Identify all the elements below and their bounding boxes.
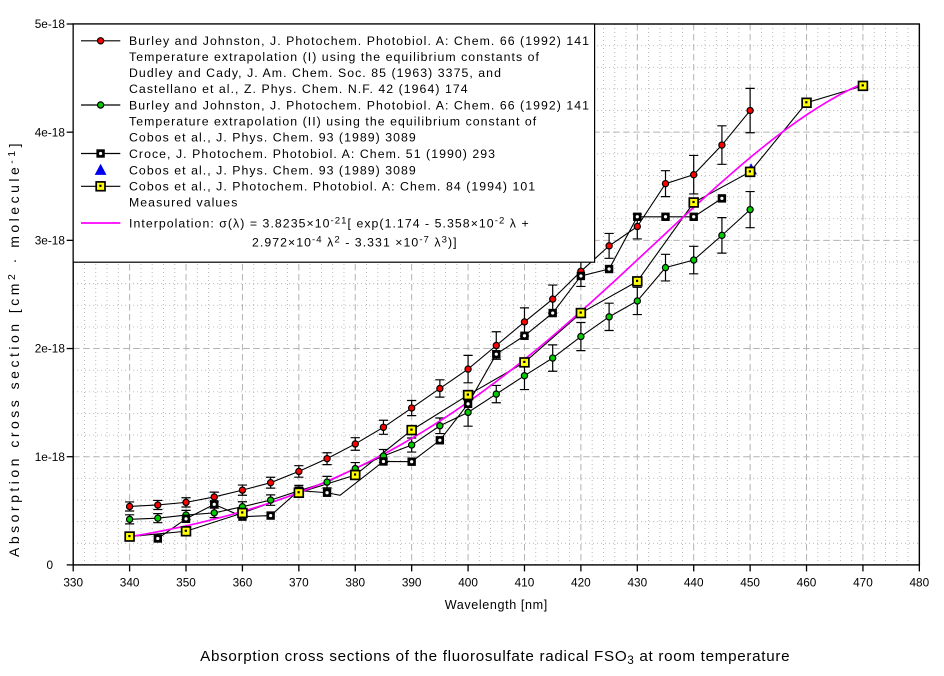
svg-text:410: 410 (515, 575, 535, 589)
svg-text:400: 400 (458, 575, 478, 589)
svg-text:1e-18: 1e-18 (35, 450, 66, 464)
svg-text:440: 440 (684, 575, 704, 589)
svg-text:470: 470 (853, 575, 873, 589)
svg-text:370: 370 (289, 575, 309, 589)
svg-text:450: 450 (740, 575, 760, 589)
svg-text:Croce, J. Photochem. Photobiol: Croce, J. Photochem. Photobiol. A: Chem.… (129, 147, 496, 161)
svg-text:480: 480 (910, 575, 930, 589)
svg-text:350: 350 (176, 575, 196, 589)
svg-text:Burley and Johnston, J. Photoc: Burley and Johnston, J. Photochem. Photo… (129, 98, 590, 112)
svg-text:Dudley and Cady, J. Am. Chem.: Dudley and Cady, J. Am. Chem. Soc. 85 (1… (129, 66, 502, 80)
svg-text:Cobos et al., J. Photochem. Ph: Cobos et al., J. Photochem. Photobiol. A… (129, 180, 536, 194)
svg-text:380: 380 (345, 575, 365, 589)
svg-text:420: 420 (571, 575, 591, 589)
svg-text:Absorption cross sections of t: Absorption cross sections of the fluoros… (200, 648, 790, 667)
svg-text:460: 460 (797, 575, 817, 589)
svg-text:Wavelength [nm]: Wavelength [nm] (445, 598, 548, 612)
svg-text:0: 0 (47, 558, 54, 572)
svg-text:4e-18: 4e-18 (35, 125, 66, 139)
svg-text:Cobos et al., J. Phys. Chem. 9: Cobos et al., J. Phys. Chem. 93 (1989) 3… (129, 163, 417, 177)
svg-text:3e-18: 3e-18 (35, 234, 66, 248)
svg-text:340: 340 (120, 575, 140, 589)
svg-text:Burley and Johnston, J. Photoc: Burley and Johnston, J. Photochem. Photo… (129, 34, 590, 48)
svg-text:Absorption cross section [cm2: Absorption cross section [cm2 · molecule… (6, 140, 22, 557)
svg-text:5e-18: 5e-18 (35, 17, 66, 31)
svg-text:390: 390 (402, 575, 422, 589)
svg-text:Temperature extrapolation (II): Temperature extrapolation (II) using the… (129, 114, 537, 128)
svg-text:330: 330 (63, 575, 83, 589)
svg-text:Interpolation: σ(λ) = 3.8235×1: Interpolation: σ(λ) = 3.8235×10-21[ exp(… (129, 215, 530, 230)
svg-text:2.972×10-4 λ2 - 3.331 ×10-7 λ3: 2.972×10-4 λ2 - 3.331 ×10-7 λ3)] (252, 235, 458, 250)
svg-text:Temperature extrapolation (I): Temperature extrapolation (I) using the … (129, 50, 540, 64)
svg-text:Castellano et al., Z. Phys. Ch: Castellano et al., Z. Phys. Chem. N.F. 4… (129, 82, 469, 96)
svg-text:430: 430 (627, 575, 647, 589)
svg-text:360: 360 (233, 575, 253, 589)
svg-text:2e-18: 2e-18 (35, 342, 66, 356)
svg-text:Cobos et al., J. Phys. Chem. 9: Cobos et al., J. Phys. Chem. 93 (1989) 3… (129, 131, 417, 145)
svg-text:Measured values: Measured values (129, 196, 238, 210)
